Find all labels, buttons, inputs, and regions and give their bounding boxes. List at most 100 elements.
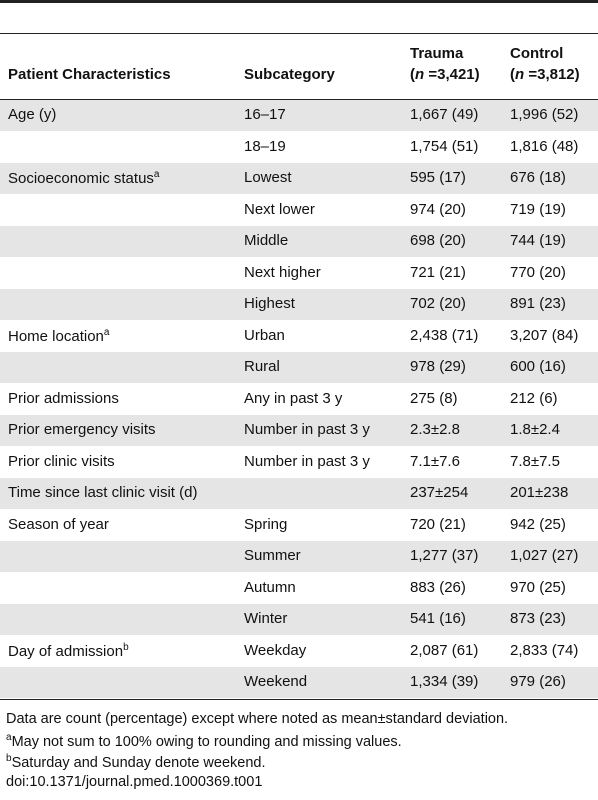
cell-text: Number in past 3 y [244, 421, 370, 438]
cell: 698 (20) [410, 232, 466, 249]
cell-text: Next lower [244, 200, 315, 218]
cell: 201±238 [510, 484, 568, 501]
cell: 1,277 (37) [410, 547, 478, 564]
cell-text: Time since last clinic visit (d) [8, 484, 198, 501]
cell-text: 2,833 (74) [510, 641, 579, 659]
cell: Spring [244, 516, 287, 533]
cell-text: Winter [244, 610, 288, 627]
cell: 942 (25) [510, 516, 566, 533]
footnote: Data are count (percentage) except where… [6, 711, 508, 727]
cell-text: Autumn [244, 578, 296, 596]
cell-text: 600 (16) [510, 358, 566, 375]
cell-text: 676 (18) [510, 169, 566, 186]
cell-text: 2,087 (61) [410, 641, 479, 659]
cell: 1,754 (51) [410, 138, 478, 155]
cell-text: Next higher [244, 263, 321, 281]
cell-text: 873 (23) [510, 610, 566, 627]
cell: 541 (16) [410, 610, 466, 627]
cell-text: 1,667 (49) [410, 106, 479, 123]
cell-text: 744 (19) [510, 232, 566, 249]
cell-text: Middle [244, 232, 289, 249]
footnote-text: May not sum to 100% owing to rounding an… [11, 733, 402, 750]
cell-text: 595 (17) [410, 169, 466, 186]
cell-text: Age (y) [8, 106, 57, 123]
cell: Number in past 3 y [244, 421, 370, 438]
cell: 1,667 (49) [410, 106, 478, 123]
footnote-mark: b [123, 641, 129, 653]
cell: Prior admissions [8, 390, 119, 407]
cell: 2,438 (71) [410, 327, 478, 344]
cell: 974 (20) [410, 201, 466, 218]
cell: Urban [244, 327, 285, 344]
cell-text: 1,334 (39) [410, 673, 479, 690]
row-shade [0, 100, 598, 131]
cell: Socioeconomic statusa [8, 169, 159, 187]
cell-text: Spring [244, 515, 288, 533]
cell-text: 698 (20) [410, 232, 466, 249]
cell-text: 2.3±2.8 [410, 421, 460, 438]
row-shade [0, 415, 598, 446]
cell: 1,816 (48) [510, 138, 578, 155]
cell: 873 (23) [510, 610, 566, 627]
cell-text: 212 (6) [510, 389, 558, 407]
cell: Season of year [8, 516, 109, 533]
cell: 595 (17) [410, 169, 466, 186]
cell-text: 1,816 (48) [510, 137, 579, 155]
cell-text: 883 (26) [410, 578, 466, 596]
cell-text: 7.8±7.5 [510, 452, 560, 470]
cell-text: Socioeconomic status [8, 170, 154, 187]
header-subcategory: Subcategory [244, 66, 335, 83]
top-rule [0, 0, 598, 3]
cell: 978 (29) [410, 358, 466, 375]
cell: Winter [244, 610, 287, 627]
cell: 1.8±2.4 [510, 421, 560, 438]
cell-text: 1.8±2.4 [510, 421, 560, 438]
cell-text: 7.1±7.6 [410, 452, 460, 470]
cell: Age (y) [8, 106, 56, 123]
cell-text: 770 (20) [510, 263, 566, 281]
text: n [415, 66, 425, 83]
footnote: bSaturday and Sunday denote weekend. [6, 753, 266, 771]
header-trauma: Trauma [410, 45, 464, 62]
cell-text: 3,207 (84) [510, 326, 579, 344]
cell: 7.1±7.6 [410, 453, 460, 470]
text: =3,421) [424, 66, 480, 83]
cell: 2,833 (74) [510, 642, 578, 659]
cell-text: 1,754 (51) [410, 137, 479, 155]
cell: Number in past 3 y [244, 453, 370, 470]
cell-text: 979 (26) [510, 673, 566, 690]
header-control: Control [510, 45, 564, 62]
cell: Any in past 3 y [244, 390, 342, 407]
cell: 237±254 [410, 484, 468, 501]
cell: 1,996 (52) [510, 106, 578, 123]
cell-text: 18–19 [244, 137, 286, 155]
cell-text: 1,277 (37) [410, 547, 479, 564]
header-control-n: (n =3,812) [510, 66, 580, 83]
row-shade [0, 163, 598, 194]
cell-text: Weekday [244, 641, 307, 659]
cell-text: Any in past 3 y [244, 389, 343, 407]
header-characteristic: Patient Characteristics [8, 66, 171, 83]
cell-text: 541 (16) [410, 610, 466, 627]
header-rule [0, 33, 598, 34]
cell: 744 (19) [510, 232, 566, 249]
cell: Time since last clinic visit (d) [8, 484, 197, 501]
cell: 275 (8) [410, 390, 458, 407]
cell-text: 237±254 [410, 484, 469, 501]
cell-text: Home location [8, 327, 104, 345]
cell-text: Urban [244, 326, 285, 344]
cell-text: 720 (21) [410, 515, 466, 533]
cell: Rural [244, 358, 280, 375]
header-trauma-n: (n =3,421) [410, 66, 480, 83]
cell-text: Lowest [244, 169, 292, 186]
cell: 720 (21) [410, 516, 466, 533]
cell: Autumn [244, 579, 296, 596]
cell-text: 1,996 (52) [510, 106, 579, 123]
cell: 3,207 (84) [510, 327, 578, 344]
cell: 2.3±2.8 [410, 421, 460, 438]
row-shade [0, 604, 598, 635]
cell: 1,334 (39) [410, 673, 478, 690]
row-shade [0, 289, 598, 320]
footnote-text: doi:10.1371/journal.pmed.1000369.t001 [6, 773, 263, 790]
